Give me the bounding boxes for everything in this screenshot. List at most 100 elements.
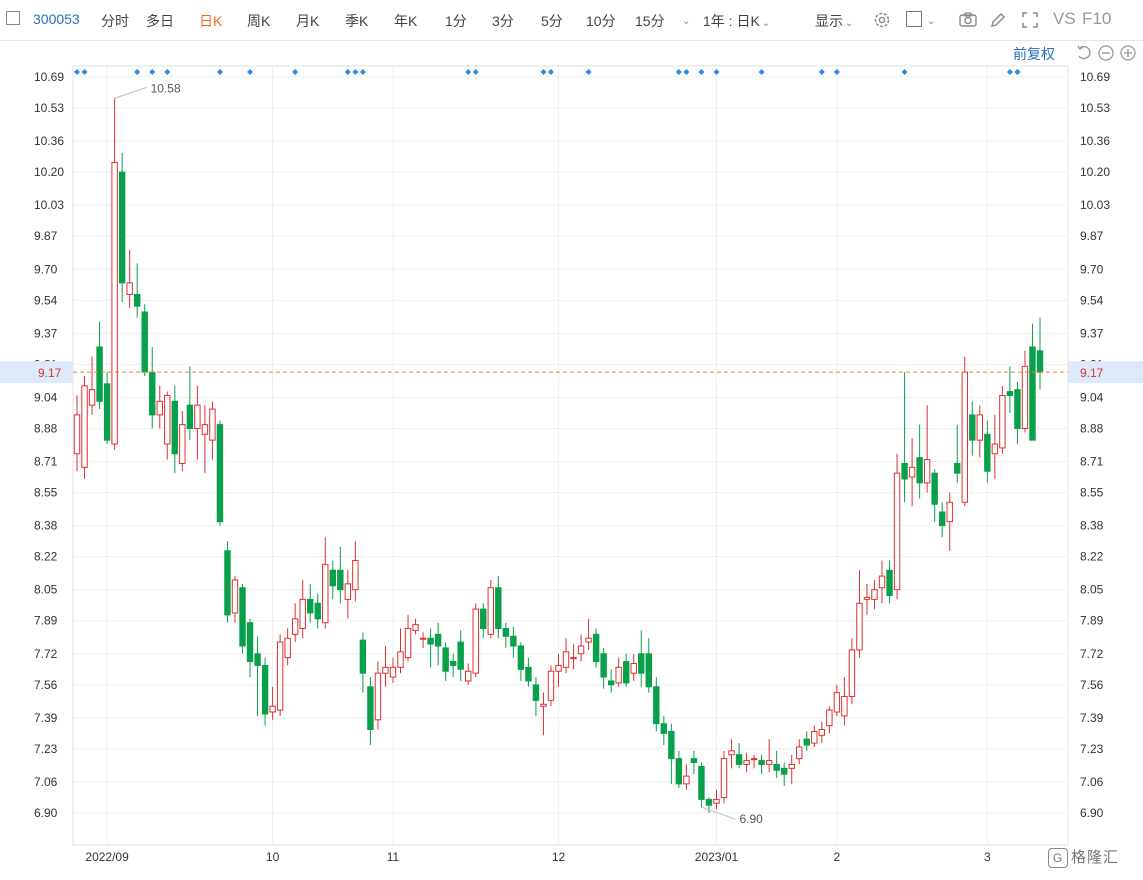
candle-body[interactable] [382,666,389,674]
candle-body[interactable] [826,709,833,727]
indicator-chevron-icon[interactable]: ⌄ [927,16,936,27]
vs-compare-button[interactable]: VS [1053,9,1076,28]
candle-body[interactable] [984,433,991,472]
zoom-out-icon[interactable] [1097,44,1115,62]
candle-body[interactable] [532,684,540,701]
candle-body[interactable] [194,404,201,429]
candle-body[interactable] [788,763,795,769]
candle-body[interactable] [773,763,780,771]
candle-body[interactable] [954,462,961,474]
candle-body[interactable] [103,383,111,441]
candle-body[interactable] [841,695,848,717]
candle-body[interactable] [246,622,254,663]
candle-body[interactable] [1036,350,1044,373]
pencil-draw-icon[interactable] [988,10,1008,30]
dividend-marker[interactable] [683,69,690,75]
candle-body[interactable] [796,746,803,760]
tab-monthly-k[interactable]: 月K [296,13,320,29]
candle-body[interactable] [645,653,652,688]
candle-body[interactable] [660,723,668,734]
candle-body[interactable] [675,758,683,785]
candle-body[interactable] [239,587,246,647]
dividend-marker[interactable] [1006,69,1013,75]
candle-body[interactable] [449,661,457,666]
dividend-marker[interactable] [74,69,80,75]
candle-body[interactable] [96,346,103,402]
candle-body[interactable] [149,371,156,416]
candle-body[interactable] [141,311,148,373]
tab-daily-k[interactable]: 日K [199,13,223,29]
dividend-marker[interactable] [465,69,472,75]
price-adjust-toggle[interactable]: 前复权 [1013,46,1055,62]
candle-body[interactable] [118,171,126,284]
dividend-marker[interactable] [149,69,156,75]
candle-body[interactable] [164,394,171,445]
candle-body[interactable] [1014,389,1021,429]
candle-body[interactable] [73,414,81,455]
dividend-marker[interactable] [164,69,171,75]
dividend-marker[interactable] [758,69,765,75]
reset-icon[interactable] [1075,44,1093,62]
candle-body[interactable] [615,666,622,684]
candle-body[interactable] [457,641,464,670]
candle-body[interactable] [111,161,118,445]
tab-1min[interactable]: 1分 [445,13,467,29]
candle-body[interactable] [908,466,916,478]
zoom-in-icon[interactable] [1119,44,1137,62]
candle-body[interactable] [276,641,284,711]
candle-body[interactable] [502,628,510,637]
candle-body[interactable] [856,602,863,651]
candle-body[interactable] [743,760,750,765]
dividend-marker[interactable] [585,69,592,75]
candle-body[interactable] [179,424,186,464]
candle-body[interactable] [863,596,871,600]
dividend-marker[interactable] [1014,69,1021,75]
f10-button[interactable]: F10 [1082,9,1112,28]
camera-icon[interactable] [958,10,978,30]
candle-body[interactable] [209,408,216,441]
candle-body[interactable] [728,750,735,756]
candle-body[interactable] [938,511,946,527]
candle-body[interactable] [585,637,592,643]
candle-body[interactable] [931,472,938,505]
candle-body[interactable] [352,560,359,591]
dividend-marker[interactable] [713,69,720,75]
indicator-square-icon[interactable] [906,11,922,27]
candle-body[interactable] [487,587,494,635]
candle-body[interactable] [434,633,442,647]
candle-body[interactable] [284,637,291,659]
tab-multiday[interactable]: 多日 [146,13,174,29]
candle-body[interactable] [224,550,231,616]
candle-body[interactable] [577,645,585,655]
tab-weekly-k[interactable]: 周K [247,13,271,29]
candle-body[interactable] [427,637,434,645]
candle-body[interactable] [261,664,269,715]
candle-body[interactable] [735,754,743,765]
candle-body[interactable] [916,457,923,484]
candle-body[interactable] [562,651,570,668]
candle-body[interactable] [291,618,299,635]
candle-body[interactable] [216,424,224,523]
candle-body[interactable] [976,414,984,441]
candle-body[interactable] [186,404,194,429]
candle-body[interactable] [299,598,306,630]
tab-10min[interactable]: 10分 [586,13,616,29]
candle-body[interactable] [397,651,404,668]
tab-15min[interactable]: 15分 [635,13,665,29]
candle-body[interactable] [133,293,141,307]
candle-body[interactable] [901,462,908,480]
tab-quarterly-k[interactable]: 季K [345,13,369,29]
range-select[interactable]: 1年 : 日K ⌄ [703,11,770,31]
display-menu[interactable]: 显示 ⌄ [815,11,853,31]
candle-body[interactable] [893,472,901,591]
settings-gear-icon[interactable] [872,10,892,30]
candle-body[interactable] [1006,391,1014,396]
candle-body[interactable] [254,653,261,666]
fullscreen-icon[interactable] [1020,10,1040,30]
candle-body[interactable] [946,501,953,523]
candle-body[interactable] [878,575,886,589]
sidebar-toggle-icon[interactable] [6,11,20,25]
candle-body[interactable] [344,583,352,600]
tab-yearly-k[interactable]: 年K [394,13,418,29]
